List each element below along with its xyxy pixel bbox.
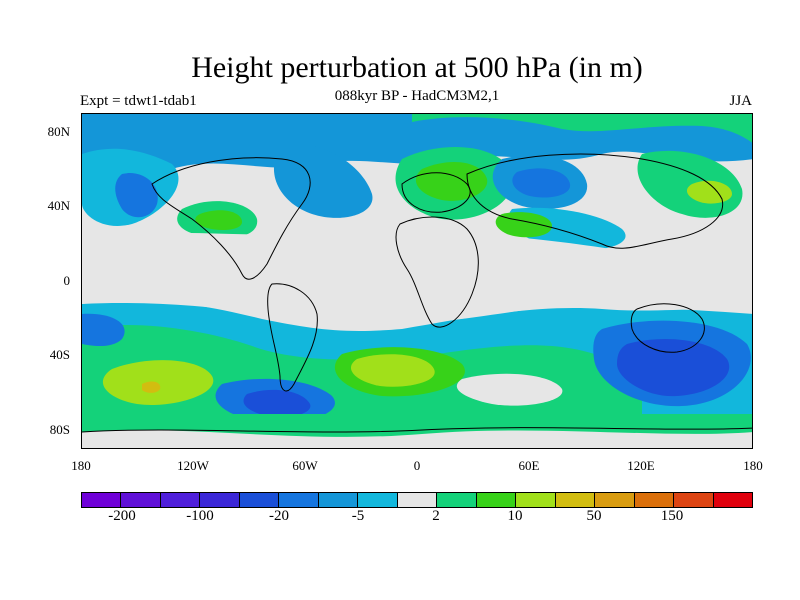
lat-label-80s: 80S (49, 422, 70, 437)
colorbar-segment (160, 493, 201, 507)
colorbar-label-neg200: -200 (108, 508, 136, 524)
colorbar-segment (595, 493, 635, 507)
field-aus-deep (617, 339, 730, 397)
colorbar-segment (200, 493, 240, 507)
field-sind-yellow (350, 354, 435, 387)
coast-north-america (151, 157, 311, 280)
coast-antarctica (82, 427, 752, 433)
lon-label-0: 0 (413, 458, 421, 473)
lon-label-180e: 180 (743, 458, 763, 473)
colorbar-label-neg20: -20 (269, 508, 289, 524)
lon-label-120e: 120E (627, 458, 655, 473)
height-perturbation-field (82, 114, 752, 448)
coast-africa (395, 216, 479, 328)
field-easia-yellow (686, 180, 732, 204)
colorbar-segment (555, 493, 596, 507)
colorbar-segment (476, 493, 517, 507)
season-label: JJA (729, 93, 752, 109)
field-na-yellow (195, 210, 242, 230)
colorbar-segment (516, 493, 556, 507)
field-pac-blue (115, 173, 158, 218)
coast-asia (466, 153, 724, 249)
field-atl-blue (273, 143, 373, 218)
map-panel (81, 113, 753, 449)
colorbar-label-150: 150 (660, 508, 684, 524)
lat-label-80n: 80N (47, 124, 70, 139)
colorbar-segment (397, 493, 438, 507)
field-eur-yellow (415, 161, 488, 201)
field-asia-deep (512, 168, 571, 198)
colorbar-label-neg100: -100 (186, 508, 214, 524)
colorbar-segment (121, 493, 161, 507)
field-sw-blue (82, 313, 125, 347)
lat-label-40s: 40S (49, 347, 70, 362)
lon-label-60e: 60E (518, 458, 540, 473)
plot-title: Height perturbation at 500 hPa (in m) (191, 51, 643, 84)
colorbar-segment (674, 493, 714, 507)
coast-australia (630, 303, 705, 353)
colorbar-segment (279, 493, 319, 507)
colorbar-label-neg5: -5 (351, 508, 365, 524)
field-tropical-grey (82, 232, 752, 326)
colorbar-segment (437, 493, 477, 507)
field-sp-orange (142, 381, 161, 393)
field-sp-yellow (102, 360, 214, 405)
experiment-label: Expt = tdwt1-tdab1 (80, 93, 197, 109)
coast-europe (401, 172, 471, 213)
lat-label-0: 0 (63, 273, 71, 288)
colorbar-segment (239, 493, 280, 507)
colorbar-segment (634, 493, 675, 507)
colorbar-segment (82, 493, 122, 507)
plot-subtitle: 088kyr BP - HadCM3M2,1 (334, 88, 500, 104)
colorbar-segment (358, 493, 398, 507)
lon-label-60w: 60W (292, 458, 318, 473)
lon-label-120w: 120W (177, 458, 209, 473)
colorbar-segment (713, 493, 752, 507)
colorbar-label-2: 2 (432, 508, 440, 524)
lon-label-180w: 180 (71, 458, 91, 473)
lat-label-40n: 40N (47, 198, 70, 213)
colorbar-segment (318, 493, 359, 507)
field-arctic-green (412, 114, 752, 143)
coastlines (82, 153, 752, 433)
coast-south-america (267, 283, 318, 392)
field-sind-grey (456, 373, 563, 406)
field-satl-deep (243, 389, 311, 418)
colorbar (81, 492, 753, 508)
colorbar-label-50: 50 (586, 508, 602, 524)
field-south-grey (82, 430, 752, 448)
colorbar-label-10: 10 (507, 508, 523, 524)
